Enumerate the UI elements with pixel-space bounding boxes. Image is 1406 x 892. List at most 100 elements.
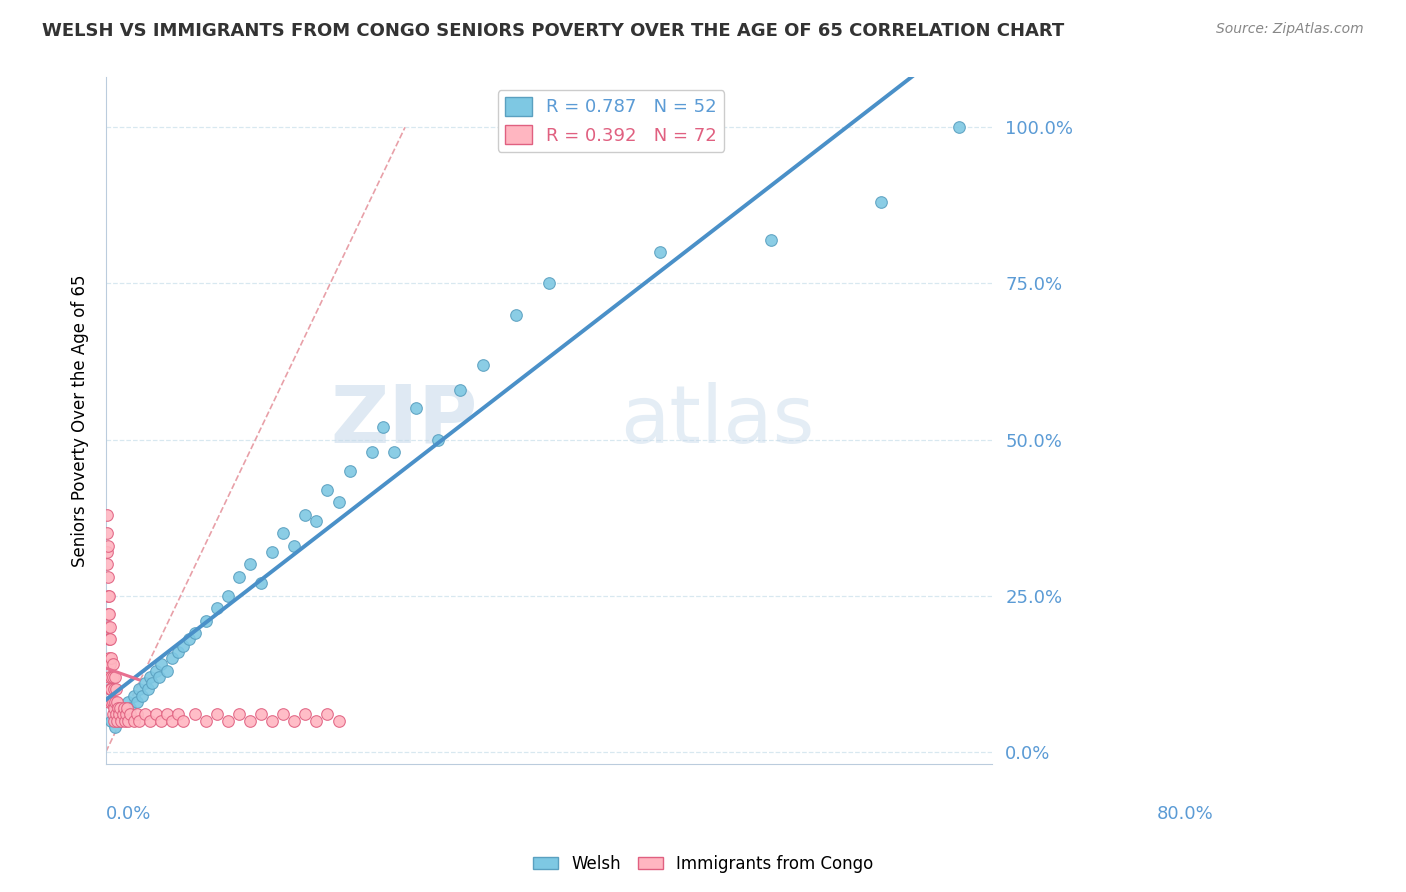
Point: [505, 308, 527, 322]
Point: [104, 682, 127, 697]
Point: [120, 701, 142, 715]
Point: [117, 714, 139, 728]
Point: [183, 707, 205, 722]
Point: [759, 233, 782, 247]
Point: [136, 682, 159, 697]
Point: [427, 433, 450, 447]
Point: [114, 714, 136, 728]
Point: [110, 701, 132, 715]
Point: [150, 714, 173, 728]
Point: [194, 614, 217, 628]
Point: [316, 707, 339, 722]
Point: [948, 120, 970, 135]
Legend: R = 0.787   N = 52, R = 0.392   N = 72: R = 0.787 N = 52, R = 0.392 N = 72: [498, 90, 724, 152]
Point: [328, 714, 350, 728]
Text: WELSH VS IMMIGRANTS FROM CONGO SENIORS POVERTY OVER THE AGE OF 65 CORRELATION CH: WELSH VS IMMIGRANTS FROM CONGO SENIORS P…: [42, 22, 1064, 40]
Point: [125, 695, 148, 709]
Point: [134, 676, 156, 690]
Point: [228, 570, 250, 584]
Point: [250, 707, 273, 722]
Point: [97, 607, 120, 622]
Point: [148, 670, 170, 684]
Point: [96, 526, 118, 541]
Point: [328, 495, 350, 509]
Point: [128, 714, 150, 728]
Point: [100, 695, 122, 709]
Point: [111, 701, 134, 715]
Point: [105, 707, 128, 722]
Point: [305, 714, 328, 728]
Point: [382, 445, 405, 459]
Point: [104, 707, 127, 722]
Point: [96, 545, 118, 559]
Point: [96, 508, 118, 522]
Point: [100, 651, 122, 665]
Point: [139, 714, 162, 728]
Point: [205, 707, 228, 722]
Point: [449, 383, 471, 397]
Point: [115, 701, 138, 715]
Point: [115, 707, 138, 722]
Point: [228, 707, 250, 722]
Point: [648, 245, 671, 260]
Point: [98, 670, 121, 684]
Point: [115, 707, 138, 722]
Point: [145, 664, 167, 678]
Point: [104, 670, 127, 684]
Point: [194, 714, 217, 728]
Point: [125, 707, 148, 722]
Point: [98, 651, 121, 665]
Point: [111, 707, 134, 722]
Point: [283, 539, 305, 553]
Point: [98, 620, 121, 634]
Text: 0.0%: 0.0%: [105, 805, 152, 823]
Point: [305, 514, 328, 528]
Point: [101, 670, 124, 684]
Point: [105, 695, 128, 709]
Point: [537, 277, 560, 291]
Point: [172, 639, 194, 653]
Point: [167, 707, 190, 722]
Point: [283, 714, 305, 728]
Point: [104, 720, 127, 734]
Text: 80.0%: 80.0%: [1157, 805, 1213, 823]
Point: [471, 358, 494, 372]
Text: Source: ZipAtlas.com: Source: ZipAtlas.com: [1216, 22, 1364, 37]
Point: [107, 701, 129, 715]
Point: [104, 695, 127, 709]
Point: [97, 539, 120, 553]
Point: [97, 620, 120, 634]
Point: [98, 657, 121, 672]
Point: [316, 483, 339, 497]
Point: [217, 714, 239, 728]
Point: [110, 714, 132, 728]
Point: [103, 682, 125, 697]
Point: [150, 657, 173, 672]
Text: ZIP: ZIP: [330, 382, 478, 460]
Point: [205, 601, 228, 615]
Point: [260, 545, 283, 559]
Point: [239, 558, 262, 572]
Point: [97, 589, 120, 603]
Point: [122, 689, 145, 703]
Point: [97, 570, 120, 584]
Point: [103, 701, 125, 715]
Point: [156, 707, 179, 722]
Point: [105, 714, 128, 728]
Point: [100, 714, 122, 728]
Point: [101, 695, 124, 709]
Point: [217, 589, 239, 603]
Point: [101, 657, 124, 672]
Point: [141, 676, 163, 690]
Point: [98, 682, 121, 697]
Point: [360, 445, 382, 459]
Point: [134, 707, 156, 722]
Point: [177, 632, 200, 647]
Point: [112, 701, 135, 715]
Point: [117, 695, 139, 709]
Point: [101, 707, 124, 722]
Point: [405, 401, 427, 416]
Point: [98, 632, 121, 647]
Point: [131, 689, 153, 703]
Point: [371, 420, 394, 434]
